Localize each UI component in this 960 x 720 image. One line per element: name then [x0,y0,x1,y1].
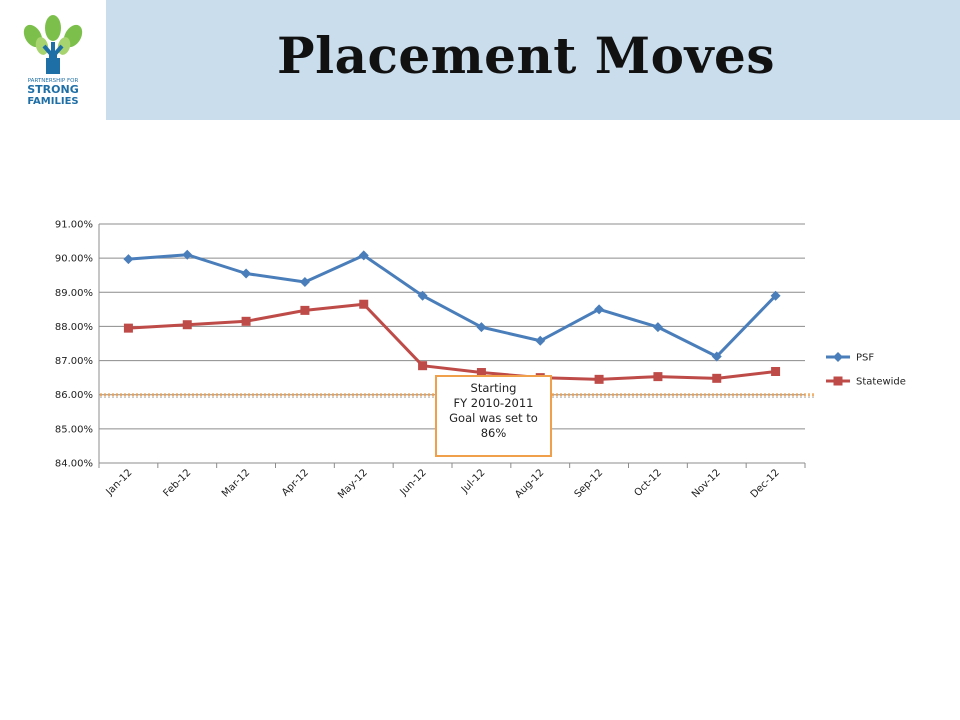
data-point-psf [476,322,487,333]
callout-line-3: Goal was set to [449,411,538,425]
data-point-psf [711,351,722,362]
legend-swatch-marker [833,352,843,362]
y-tick-label: 90.00% [55,254,93,265]
x-tick-label: Sep-12 [573,467,606,500]
x-tick-label: May-12 [336,467,370,501]
data-point-psf [299,277,310,288]
y-tick-label: 86.00% [55,390,93,401]
data-point-psf [241,268,252,279]
data-point-statewide [653,372,663,382]
legend-swatch-marker [833,376,843,386]
logo-line-2: STRONG [27,83,78,96]
callout-line-4: 86% [480,426,507,440]
logo-line-3: FAMILIES [27,96,78,107]
data-point-statewide [182,320,192,330]
y-tick-label: 91.00% [55,220,93,231]
data-point-psf [417,290,428,301]
data-point-statewide [418,361,428,371]
goal-callout: Starting FY 2010-2011 Goal was set to 86… [435,375,552,457]
logo: PARTNERSHIP FOR STRONG FAMILIES [0,0,106,120]
y-tick-label: 84.00% [55,459,93,470]
data-point-statewide [771,366,781,376]
data-point-psf [123,254,134,265]
series [123,249,781,384]
data-point-psf [535,335,546,346]
x-tick-label: Nov-12 [690,467,723,500]
y-tick-label: 89.00% [55,288,93,299]
series-line-psf [128,253,777,358]
page-title: Placement Moves [276,26,776,85]
x-tick-label: Jan-12 [104,467,135,498]
callout-line-1: Starting [470,381,517,395]
x-tick-label: Apr-12 [280,467,311,498]
data-point-statewide [594,374,604,384]
data-point-statewide [712,373,722,383]
x-tick-label: Feb-12 [162,467,194,499]
data-point-psf [652,322,663,333]
y-tick-label: 87.00% [55,356,93,367]
legend-label: PSF [856,353,874,364]
x-tick-label: Oct-12 [632,467,664,499]
tree-icon: PARTNERSHIP FOR STRONG FAMILIES [23,15,83,107]
y-tick-label: 88.00% [55,322,93,333]
x-tick-label: Mar-12 [220,467,252,499]
data-point-psf [358,250,369,261]
data-point-psf [770,290,781,301]
data-point-psf [594,304,605,315]
data-point-psf [182,249,193,260]
callout-line-2: FY 2010-2011 [453,396,534,410]
x-tick-label: Dec-12 [749,467,782,500]
data-point-statewide [123,323,133,333]
x-tick-label: Aug-12 [513,467,546,500]
slide-header: PARTNERSHIP FOR STRONG FAMILIES Placemen… [0,0,960,120]
series-line-statewide [128,302,776,381]
legend: PSF Statewide [826,352,906,388]
data-point-statewide [241,316,251,326]
logo-line-1: PARTNERSHIP FOR [28,78,79,84]
y-tick-label: 85.00% [55,424,93,435]
x-tick-label: Jun-12 [398,467,429,498]
data-point-statewide [476,368,486,378]
data-point-statewide [359,299,369,309]
legend-label: Statewide [856,377,906,388]
data-point-statewide [300,305,310,315]
x-tick-label: Jul-12 [459,467,488,496]
